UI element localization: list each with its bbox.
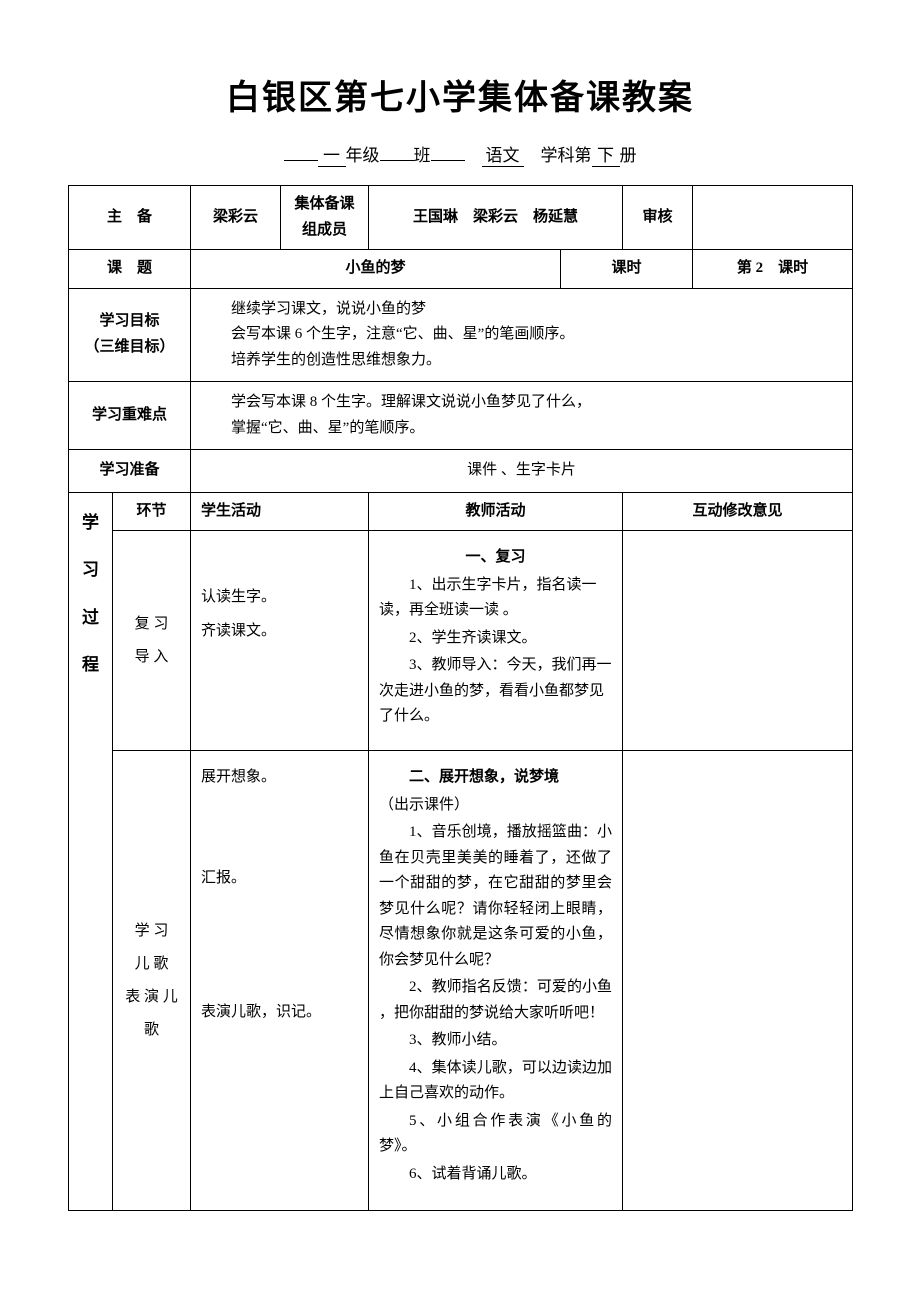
review-value xyxy=(693,186,853,250)
header-row-2: 课 题 小鱼的梦 课时 第 2 课时 xyxy=(69,250,853,289)
preparation-row: 学习准备 课件 、生字卡片 xyxy=(69,450,853,493)
notes-2 xyxy=(623,751,853,1211)
keypoints-content: 学会写本课 8 个生字。理解课文说说小鱼梦见了什么， 掌握“它、曲、星”的笔顺序… xyxy=(191,382,853,450)
segment-1: 复 习 导 入 xyxy=(113,531,191,751)
page-title: 白银区第七小学集体备课教案 xyxy=(68,70,852,119)
process-header-row: 学 习 过 程 环节 学生活动 教师活动 互动修改意见 xyxy=(69,492,853,531)
student-2: 展开想象。 汇报。 表演儿歌，识记。 xyxy=(191,751,369,1211)
col-student: 学生活动 xyxy=(191,492,369,531)
notes-1 xyxy=(623,531,853,751)
lesson-plan-table: 主 备 梁彩云 集体备课组成员 王国琳 梁彩云 杨延慧 审核 课 题 小鱼的梦 … xyxy=(68,185,853,1211)
teacher-1: 一、复习 1、出示生字卡片，指名读一读，再全班读一读 。 2、学生齐读课文。 3… xyxy=(369,531,623,751)
topic-label: 课 题 xyxy=(69,250,191,289)
team-value: 王国琳 梁彩云 杨延慧 xyxy=(369,186,623,250)
objectives-content: 继续学习课文，说说小鱼的梦 会写本课 6 个生字，注意“它、曲、星”的笔画顺序。… xyxy=(191,288,853,382)
student-1: 认读生字。 齐读课文。 xyxy=(191,531,369,751)
col-notes: 互动修改意见 xyxy=(623,492,853,531)
preparation-label: 学习准备 xyxy=(69,450,191,493)
process-row-1: 复 习 导 入 认读生字。 齐读课文。 一、复习 1、出示生字卡片，指名读一读，… xyxy=(69,531,853,751)
main-prep-label: 主 备 xyxy=(69,186,191,250)
process-main-label: 学 习 过 程 xyxy=(69,492,113,1211)
main-prep-value: 梁彩云 xyxy=(191,186,281,250)
segment-2: 学 习 儿 歌 表 演 儿歌 xyxy=(113,751,191,1211)
objectives-row: 学习目标 （三维目标） 继续学习课文，说说小鱼的梦 会写本课 6 个生字，注意“… xyxy=(69,288,853,382)
preparation-value: 课件 、生字卡片 xyxy=(191,450,853,493)
keypoints-label: 学习重难点 xyxy=(69,382,191,450)
keypoints-row: 学习重难点 学会写本课 8 个生字。理解课文说说小鱼梦见了什么， 掌握“它、曲、… xyxy=(69,382,853,450)
col-segment: 环节 xyxy=(113,492,191,531)
col-teacher: 教师活动 xyxy=(369,492,623,531)
teacher-2: 二、展开想象，说梦境 （出示课件） 1、音乐创境，播放摇篮曲：小鱼在贝壳里美美的… xyxy=(369,751,623,1211)
process-row-2: 学 习 儿 歌 表 演 儿歌 展开想象。 汇报。 表演儿歌，识记。 二、展开想象… xyxy=(69,751,853,1211)
period-value: 第 2 课时 xyxy=(693,250,853,289)
period-label: 课时 xyxy=(561,250,693,289)
subtitle-line: 一年级班 语文 学科第下册 xyxy=(68,141,852,167)
topic-value: 小鱼的梦 xyxy=(191,250,561,289)
review-label: 审核 xyxy=(623,186,693,250)
team-label: 集体备课组成员 xyxy=(281,186,369,250)
objectives-label: 学习目标 （三维目标） xyxy=(69,288,191,382)
header-row-1: 主 备 梁彩云 集体备课组成员 王国琳 梁彩云 杨延慧 审核 xyxy=(69,186,853,250)
